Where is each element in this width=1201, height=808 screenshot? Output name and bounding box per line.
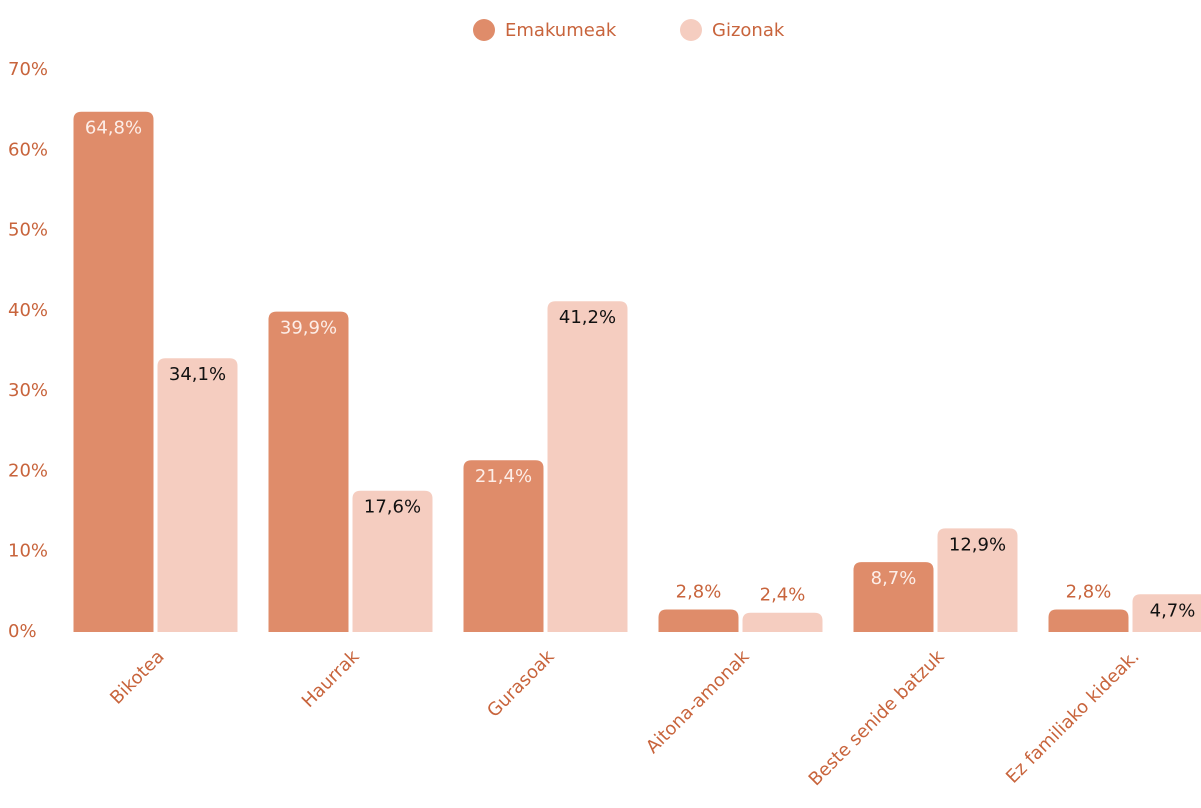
bar <box>1132 594 1201 632</box>
x-tick-label: Ez familiako kideak. <box>1002 646 1143 787</box>
data-label: 2,4% <box>760 585 806 606</box>
bar <box>463 460 544 632</box>
y-tick-label: 40% <box>8 300 48 321</box>
y-tick-label: 0% <box>8 621 37 642</box>
bar <box>742 612 823 632</box>
bar <box>937 528 1018 632</box>
y-tick-label: 20% <box>8 460 48 481</box>
y-tick-label: 30% <box>8 380 48 401</box>
y-tick-label: 10% <box>8 541 48 562</box>
bar <box>73 111 154 632</box>
x-tick-label: Gurasoak <box>483 646 559 722</box>
bar <box>157 358 238 632</box>
y-tick-label: 70% <box>8 59 48 80</box>
data-label: 64,8% <box>85 118 142 139</box>
data-label: 39,9% <box>280 318 337 339</box>
data-label: 21,4% <box>475 466 532 487</box>
data-label: 12,9% <box>949 534 1006 555</box>
bar <box>658 609 739 632</box>
y-tick-label: 50% <box>8 220 48 241</box>
bar <box>268 311 349 632</box>
data-label: 4,7% <box>1150 600 1196 621</box>
data-label: 17,6% <box>364 497 421 518</box>
data-label: 8,7% <box>871 568 917 589</box>
x-tick-label: Aitona-amonak <box>642 646 754 758</box>
bar <box>547 301 628 632</box>
bar <box>1048 609 1129 632</box>
y-tick-label: 60% <box>8 139 48 160</box>
data-label: 2,8% <box>1066 582 1112 603</box>
x-tick-label: Bikotea <box>106 646 168 708</box>
x-tick-label: Haurrak <box>298 646 364 712</box>
bar <box>352 490 433 632</box>
legend-swatch <box>473 19 495 41</box>
bar <box>853 562 934 632</box>
data-label: 34,1% <box>169 364 226 385</box>
legend-label: Gizonak <box>712 20 785 41</box>
x-tick-label: Beste senide batzuk <box>805 646 949 790</box>
legend-label: Emakumeak <box>505 20 617 41</box>
data-label: 2,8% <box>676 582 722 603</box>
data-label: 41,2% <box>559 307 616 328</box>
legend-swatch <box>680 19 702 41</box>
